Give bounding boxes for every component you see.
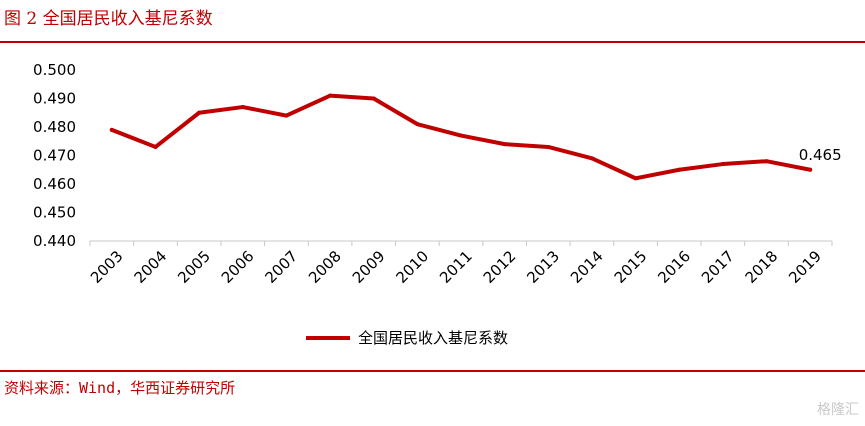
data-point bbox=[633, 176, 638, 181]
x-tick-label: 2004 bbox=[131, 247, 171, 287]
x-tick-label: 2010 bbox=[392, 247, 432, 287]
data-point bbox=[109, 127, 114, 132]
data-point bbox=[197, 110, 202, 115]
watermark: 格隆汇 bbox=[817, 402, 859, 418]
y-axis: 0.500 0.490 0.480 0.470 0.460 0.450 0.440 bbox=[33, 61, 76, 250]
x-axis: 2003 2004 2005 2006 2007 2008 2009 2010 2011 2012… bbox=[87, 240, 833, 287]
y-tick-label: 0.460 bbox=[33, 175, 76, 193]
data-point bbox=[284, 113, 289, 118]
plot-area: 0.465 bbox=[109, 93, 842, 181]
bottom-rule bbox=[0, 370, 865, 372]
x-tick-label: 2015 bbox=[611, 247, 651, 287]
x-tick-label: 2009 bbox=[349, 247, 389, 287]
y-tick-label: 0.440 bbox=[33, 232, 76, 250]
data-point bbox=[589, 156, 594, 161]
x-tick-label: 2007 bbox=[262, 247, 302, 287]
data-point bbox=[808, 167, 813, 172]
x-tick-label: 2006 bbox=[218, 247, 258, 287]
y-tick-label: 0.450 bbox=[33, 204, 76, 222]
x-tick-label: 2019 bbox=[785, 247, 825, 287]
x-tick-label: 2011 bbox=[436, 247, 476, 287]
y-tick-label: 0.490 bbox=[33, 90, 76, 108]
source-note: 资料来源：Wind，华西证券研究所 bbox=[4, 379, 236, 397]
top-rule bbox=[0, 41, 865, 43]
data-point bbox=[371, 96, 376, 101]
x-tick-label: 2003 bbox=[87, 247, 127, 287]
x-tick-label: 2005 bbox=[174, 247, 214, 287]
data-point bbox=[240, 105, 245, 110]
figure-title: 图 2 全国居民收入基尼系数 bbox=[4, 9, 213, 29]
data-point bbox=[502, 142, 507, 147]
y-tick-label: 0.500 bbox=[33, 61, 76, 79]
data-label: 0.465 bbox=[799, 146, 842, 164]
x-tick-label: 2014 bbox=[567, 247, 607, 287]
data-point bbox=[764, 159, 769, 164]
data-point bbox=[415, 122, 420, 127]
data-point bbox=[153, 144, 158, 149]
x-tick-label: 2016 bbox=[654, 247, 694, 287]
legend: 全国居民收入基尼系数 bbox=[306, 329, 508, 347]
y-tick-label: 0.480 bbox=[33, 118, 76, 136]
legend-label: 全国居民收入基尼系数 bbox=[358, 329, 508, 347]
x-tick-label: 2012 bbox=[480, 247, 520, 287]
x-tick-label: 2013 bbox=[523, 247, 563, 287]
data-point bbox=[546, 144, 551, 149]
x-tick-label: 2008 bbox=[305, 247, 345, 287]
y-tick-label: 0.470 bbox=[33, 147, 76, 165]
data-point bbox=[328, 93, 333, 98]
x-tick-label: 2018 bbox=[742, 247, 782, 287]
data-point bbox=[677, 167, 682, 172]
data-point bbox=[459, 133, 463, 138]
x-tick-label: 2017 bbox=[698, 247, 738, 287]
data-point bbox=[720, 162, 725, 167]
